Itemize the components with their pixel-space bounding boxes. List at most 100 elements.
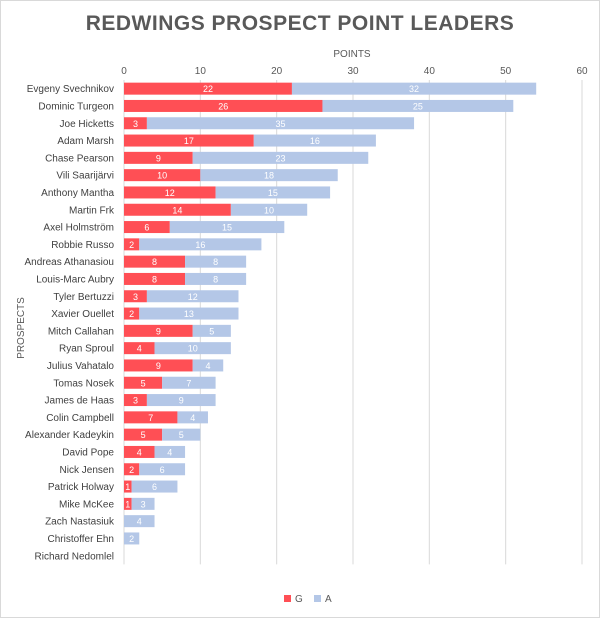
category-label: Chase Pearson (45, 153, 114, 164)
data-label-g: 7 (148, 413, 153, 423)
category-label: Richard Nedomlel (35, 551, 114, 562)
category-label: Robbie Russo (51, 240, 114, 251)
data-label-a: 10 (188, 344, 198, 354)
data-label-g: 1 (125, 499, 130, 509)
data-label-g: 5 (141, 430, 146, 440)
bar-a (131, 497, 155, 510)
category-label: Xavier Ouellet (51, 309, 114, 320)
bar-a (185, 255, 247, 268)
data-label-g: 3 (133, 396, 138, 406)
data-label-a: 16 (195, 240, 205, 250)
bar-a (146, 117, 415, 130)
category-label: Martin Frk (69, 205, 115, 216)
bar-g (124, 134, 254, 147)
bar-a (131, 480, 178, 493)
data-label-a: 8 (213, 274, 218, 284)
legend-label: G (295, 594, 303, 605)
bar-g (124, 307, 140, 320)
bar-a (139, 463, 186, 476)
x-tick-label: 40 (424, 66, 436, 77)
bar-a (215, 186, 331, 199)
data-label-g: 26 (218, 101, 228, 111)
data-label-g: 8 (152, 274, 157, 284)
data-label-a: 8 (213, 257, 218, 267)
y-axis-label: PROSPECTS (16, 297, 27, 359)
legend-swatch (284, 595, 291, 602)
bar-a (169, 221, 285, 234)
bar-a (230, 203, 308, 216)
data-label-g: 12 (165, 188, 175, 198)
x-tick-label: 30 (347, 66, 359, 77)
bar-g (124, 480, 132, 493)
category-label: Zach Nastasiuk (45, 517, 115, 528)
bar-g (124, 186, 216, 199)
data-label-a: 4 (137, 517, 142, 527)
bar-g (124, 203, 231, 216)
bar-a (124, 532, 140, 545)
category-label: Mitch Callahan (48, 326, 114, 337)
bar-g (124, 411, 178, 424)
bar-g (124, 169, 201, 182)
data-label-g: 6 (144, 223, 149, 233)
category-label: David Pope (62, 447, 114, 458)
bar-a (200, 169, 338, 182)
bar-a (146, 290, 239, 303)
data-label-g: 9 (156, 326, 161, 336)
data-label-a: 15 (222, 223, 232, 233)
data-label-a: 5 (209, 326, 214, 336)
bar-g (124, 117, 147, 130)
x-tick-label: 50 (500, 66, 512, 77)
data-label-a: 4 (190, 413, 195, 423)
bar-g (124, 445, 155, 458)
data-label-a: 9 (179, 396, 184, 406)
category-label: Anthony Mantha (41, 188, 114, 199)
bar-g (124, 82, 292, 95)
bar-g (124, 255, 186, 268)
data-label-g: 2 (129, 465, 134, 475)
category-label: Nick Jensen (60, 465, 114, 476)
bar-g (124, 238, 140, 251)
data-label-a: 13 (184, 309, 194, 319)
bar-a (192, 324, 231, 337)
bar-a (291, 82, 537, 95)
bar-a (185, 272, 247, 285)
data-label-a: 3 (141, 499, 146, 509)
data-label-g: 17 (184, 136, 194, 146)
data-label-a: 32 (409, 84, 419, 94)
x-tick-label: 20 (271, 66, 283, 77)
data-label-g: 5 (141, 378, 146, 388)
category-labels: Evgeny Svechnikov Dominic Turgeon Joe Hick… (24, 84, 115, 562)
data-label-g: 8 (152, 257, 157, 267)
x-tick-label: 0 (121, 66, 127, 77)
bar-g (124, 463, 140, 476)
bar-g (124, 359, 193, 372)
category-label: Tomas Nosek (53, 378, 115, 389)
bar-g (124, 99, 323, 112)
bar-a (162, 428, 201, 441)
data-label-g: 9 (156, 361, 161, 371)
category-label: Tyler Bertuzzi (53, 292, 114, 303)
bar-a (124, 515, 155, 528)
chart-title: REDWINGS PROSPECT POINT LEADERS (86, 12, 515, 35)
bar-a (154, 445, 186, 458)
data-label-a: 7 (186, 378, 191, 388)
data-label-a: 4 (167, 447, 172, 457)
category-label: Patrick Holway (48, 482, 114, 493)
data-label-a: 18 (264, 171, 274, 181)
category-label: Colin Campbell (46, 413, 114, 424)
bar-a (253, 134, 376, 147)
bar-a (139, 307, 239, 320)
data-label-g: 1 (125, 482, 130, 492)
category-label: Joe Hicketts (60, 119, 114, 130)
bar-g (124, 428, 163, 441)
x-tick-label: 60 (576, 66, 588, 77)
bar-a (154, 342, 231, 355)
bar-g (124, 290, 147, 303)
bar-a (139, 238, 262, 251)
bar-a (146, 394, 216, 407)
bar-a (162, 376, 216, 389)
category-label: Louis-Marc Aubry (36, 274, 114, 285)
data-label-g: 14 (172, 205, 182, 215)
